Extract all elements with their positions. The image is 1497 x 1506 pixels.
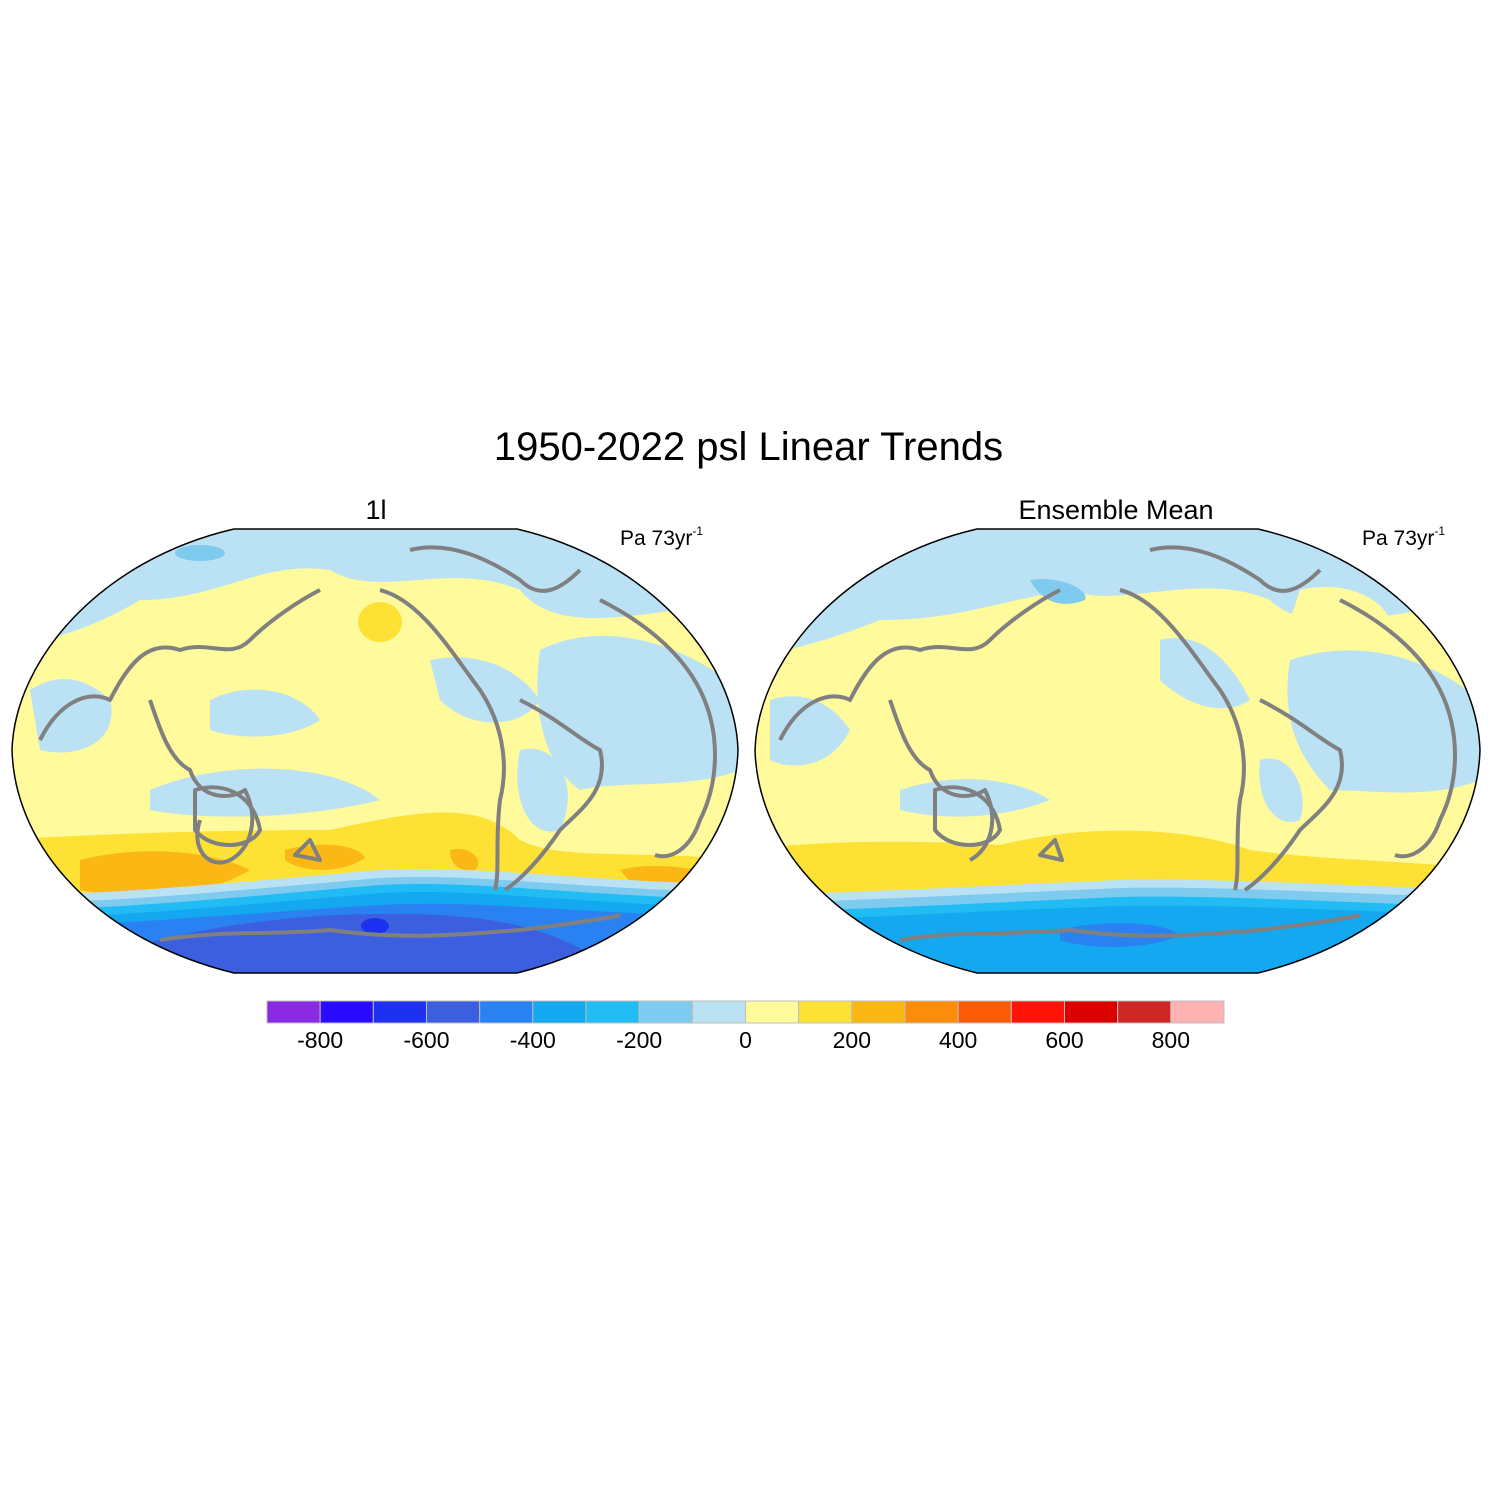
colorbar-tick-label: -200 [616, 1027, 663, 1053]
panel-title-1l: 1l [365, 495, 387, 525]
colorbar-swatch [532, 1000, 587, 1024]
colorbar-tick-label: 200 [832, 1027, 872, 1053]
colorbar-swatch [745, 1000, 800, 1024]
colorbar-swatch [372, 1000, 428, 1024]
colorbar-swatch [1170, 1000, 1225, 1024]
panel-title-ensemble-mean: Ensemble Mean [1018, 495, 1214, 525]
colorbar-tick-label: 0 [739, 1027, 752, 1053]
colorbar [266, 1000, 1225, 1024]
colorbar-swatch [957, 1000, 1012, 1024]
colorbar-swatch [1064, 1000, 1119, 1024]
map-border-right [754, 528, 1481, 974]
colorbar-swatch [1117, 1000, 1172, 1024]
units-label-right: Pa 73yr-1 [1362, 524, 1446, 550]
colorbar-tick-label: 400 [938, 1027, 978, 1053]
colorbar-swatch [904, 1000, 959, 1024]
colorbar-tick-label: 600 [1045, 1027, 1084, 1053]
map-panel-1l [12, 529, 738, 973]
units-label-left: Pa 73yr-1 [620, 524, 704, 550]
colorbar-swatch [691, 1000, 746, 1024]
colorbar-tick-label: -600 [403, 1027, 450, 1053]
figure-title: 1950-2022 psl Linear Trends [493, 425, 1004, 469]
map-panel-ensemble-mean [755, 529, 1480, 973]
colorbar-swatch [851, 1000, 906, 1024]
colorbar-tick-label: -800 [297, 1027, 344, 1053]
colorbar-swatch [479, 1000, 534, 1024]
colorbar-swatch [585, 1000, 640, 1024]
colorbar-swatch [319, 1000, 374, 1024]
colorbar-swatch [638, 1000, 693, 1024]
colorbar-swatch [426, 1000, 481, 1024]
colorbar-swatch [1010, 1000, 1065, 1024]
colorbar-swatch [798, 1000, 853, 1024]
colorbar-swatch [266, 1000, 321, 1024]
map-border-left [11, 528, 739, 974]
colorbar-tick-label: 800 [1151, 1027, 1191, 1053]
colorbar-tick-label: -400 [509, 1027, 556, 1053]
